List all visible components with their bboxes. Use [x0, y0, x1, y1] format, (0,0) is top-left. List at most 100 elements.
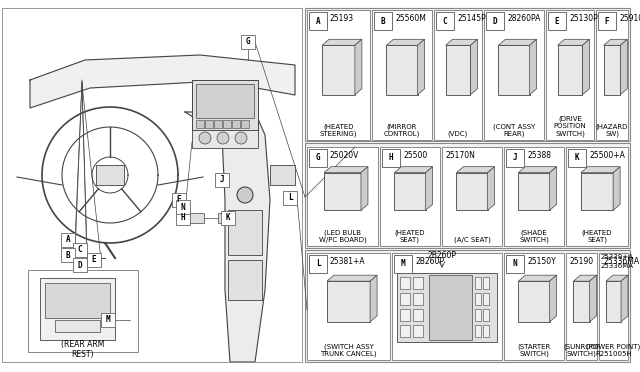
Bar: [309, 149, 327, 167]
Polygon shape: [582, 39, 589, 95]
Text: L: L: [316, 260, 320, 269]
Text: (MIRROR
CONTROL): (MIRROR CONTROL): [384, 123, 420, 137]
Bar: [581, 173, 613, 210]
Polygon shape: [604, 39, 627, 45]
Polygon shape: [550, 167, 557, 210]
Text: J: J: [513, 154, 517, 163]
Polygon shape: [322, 39, 362, 45]
Bar: [374, 12, 392, 30]
Text: H: H: [388, 154, 394, 163]
Text: F: F: [177, 196, 181, 205]
Bar: [322, 45, 355, 95]
Bar: [475, 293, 481, 305]
Polygon shape: [518, 275, 557, 281]
Text: F: F: [605, 16, 609, 26]
Bar: [598, 12, 616, 30]
Bar: [188, 213, 204, 223]
Polygon shape: [581, 167, 620, 173]
Text: K: K: [575, 154, 579, 163]
Polygon shape: [518, 167, 557, 173]
Bar: [434, 10, 482, 140]
Polygon shape: [589, 275, 596, 322]
Text: (SUNROOF
SWITCH): (SUNROOF SWITCH): [563, 343, 600, 357]
Bar: [176, 211, 190, 225]
Bar: [101, 313, 115, 327]
Bar: [568, 149, 586, 167]
Bar: [429, 275, 472, 340]
Text: 25150Y: 25150Y: [527, 257, 556, 266]
Bar: [596, 10, 628, 140]
Polygon shape: [324, 167, 368, 173]
Bar: [73, 243, 87, 257]
Text: C: C: [77, 246, 83, 254]
Text: 2B260P: 2B260P: [428, 251, 456, 260]
Polygon shape: [419, 275, 483, 281]
Text: 25190: 25190: [570, 257, 594, 266]
Text: (CONT ASSY
REAR): (CONT ASSY REAR): [493, 123, 535, 137]
Bar: [196, 120, 204, 128]
Text: C: C: [443, 16, 447, 26]
Bar: [241, 35, 255, 49]
Bar: [518, 281, 550, 322]
Bar: [504, 253, 564, 360]
Bar: [486, 12, 504, 30]
Text: 25910: 25910: [619, 14, 640, 23]
Bar: [387, 45, 417, 95]
Polygon shape: [488, 167, 495, 210]
Bar: [309, 255, 327, 273]
Polygon shape: [499, 39, 536, 45]
Polygon shape: [470, 39, 477, 95]
Bar: [483, 325, 489, 337]
Bar: [413, 325, 423, 337]
Bar: [2, 8, 302, 362]
Bar: [599, 253, 628, 360]
Circle shape: [237, 187, 253, 203]
Text: (HEATED
SEAT): (HEATED SEAT): [582, 229, 612, 243]
Bar: [283, 191, 297, 205]
Text: 25130P: 25130P: [569, 14, 598, 23]
Bar: [232, 120, 240, 128]
Polygon shape: [456, 167, 495, 173]
Text: M: M: [106, 315, 110, 324]
Bar: [484, 10, 544, 140]
Text: 25336MA: 25336MA: [601, 263, 634, 269]
Bar: [546, 10, 594, 140]
Text: 25336MA: 25336MA: [603, 257, 639, 266]
Polygon shape: [550, 275, 557, 322]
Bar: [606, 281, 621, 322]
Bar: [442, 147, 502, 246]
Bar: [223, 120, 231, 128]
Text: E: E: [555, 16, 559, 26]
Polygon shape: [557, 39, 589, 45]
Polygon shape: [417, 39, 424, 95]
Bar: [215, 173, 229, 187]
Bar: [176, 200, 190, 214]
Polygon shape: [426, 167, 433, 210]
Bar: [228, 210, 262, 255]
Bar: [28, 270, 138, 352]
Bar: [61, 233, 75, 247]
Polygon shape: [530, 39, 536, 95]
Bar: [305, 8, 630, 141]
Bar: [504, 147, 564, 246]
Bar: [566, 253, 597, 360]
Bar: [382, 149, 400, 167]
Polygon shape: [185, 112, 270, 362]
Text: B: B: [66, 250, 70, 260]
Bar: [241, 120, 249, 128]
Bar: [506, 255, 524, 273]
Bar: [400, 325, 410, 337]
Text: 25193: 25193: [330, 14, 354, 23]
Bar: [400, 309, 410, 321]
Text: (A/C SEAT): (A/C SEAT): [454, 237, 490, 243]
Bar: [307, 10, 370, 140]
Text: 2B260P: 2B260P: [415, 257, 444, 266]
Bar: [445, 45, 470, 95]
Bar: [419, 281, 476, 322]
Bar: [413, 309, 423, 321]
Text: (POWER POINT)
R251005H: (POWER POINT) R251005H: [586, 343, 640, 357]
Text: (SWITCH ASSY
TRUNK CANCEL): (SWITCH ASSY TRUNK CANCEL): [320, 343, 377, 357]
Text: (SHADE
SWITCH): (SHADE SWITCH): [519, 229, 549, 243]
Text: (VDC): (VDC): [448, 131, 468, 137]
Text: 25381+A: 25381+A: [330, 257, 365, 266]
